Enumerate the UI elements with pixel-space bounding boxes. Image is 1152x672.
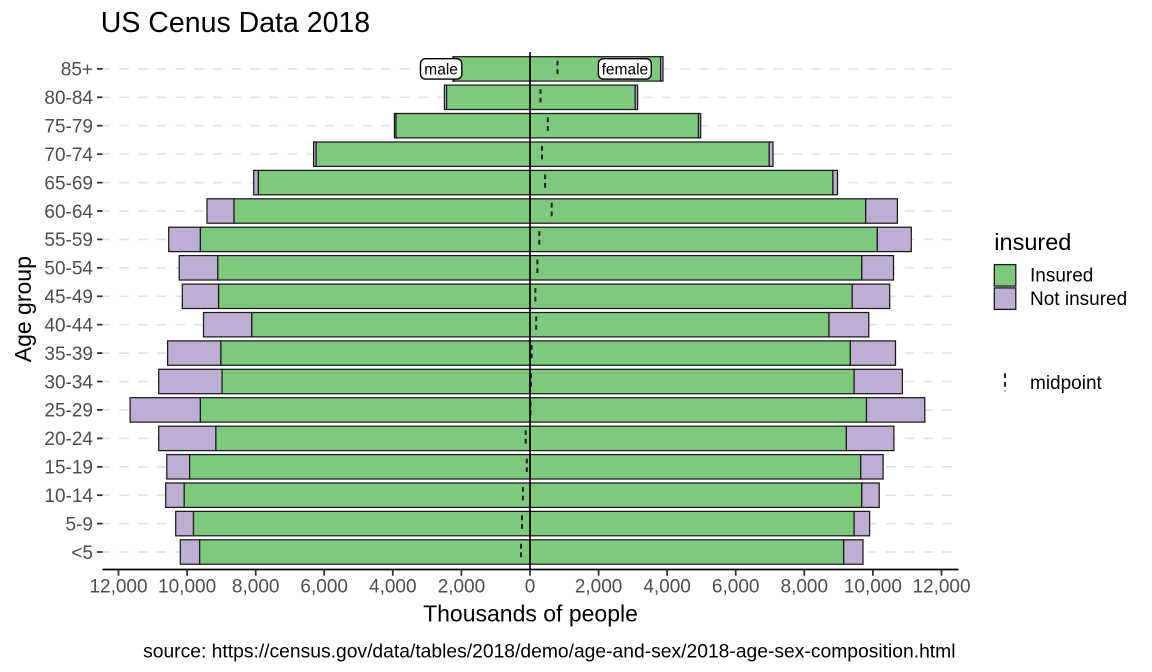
svg-text:50-54: 50-54 <box>44 259 93 280</box>
svg-text:Not insured: Not insured <box>1030 289 1127 310</box>
svg-text:6,000: 6,000 <box>300 577 348 598</box>
svg-text:<5: <5 <box>71 543 93 564</box>
svg-text:40-44: 40-44 <box>44 316 93 337</box>
svg-text:35-39: 35-39 <box>44 344 93 365</box>
svg-text:75-79: 75-79 <box>44 117 93 138</box>
svg-text:Insured: Insured <box>1030 266 1093 287</box>
svg-text:70-74: 70-74 <box>44 145 93 166</box>
svg-text:4,000: 4,000 <box>643 577 691 598</box>
svg-text:4,000: 4,000 <box>369 577 417 598</box>
svg-text:12,000: 12,000 <box>912 577 970 598</box>
svg-text:5-9: 5-9 <box>66 514 93 535</box>
svg-text:0: 0 <box>525 577 536 598</box>
svg-text:30-34: 30-34 <box>44 372 93 393</box>
svg-text:55-59: 55-59 <box>44 230 93 251</box>
svg-text:12,000: 12,000 <box>89 577 147 598</box>
svg-text:60-64: 60-64 <box>44 202 93 223</box>
svg-text:insured: insured <box>994 229 1071 255</box>
svg-text:10-14: 10-14 <box>44 486 93 507</box>
svg-text:2,000: 2,000 <box>575 577 623 598</box>
svg-text:2,000: 2,000 <box>438 577 486 598</box>
svg-text:8,000: 8,000 <box>232 577 280 598</box>
svg-text:midpoint: midpoint <box>1030 373 1103 394</box>
svg-text:15-19: 15-19 <box>44 458 93 479</box>
svg-text:female: female <box>602 61 649 78</box>
svg-text:20-24: 20-24 <box>44 429 93 450</box>
svg-text:25-29: 25-29 <box>44 401 93 422</box>
svg-text:10,000: 10,000 <box>844 577 902 598</box>
svg-text:80-84: 80-84 <box>44 88 93 109</box>
svg-text:Thousands of people: Thousands of people <box>423 601 638 627</box>
svg-text:source: https://census.gov/dat: source: https://census.gov/data/tables/2… <box>143 642 955 663</box>
svg-text:10,000: 10,000 <box>158 577 216 598</box>
svg-text:65-69: 65-69 <box>44 173 93 194</box>
svg-text:45-49: 45-49 <box>44 287 93 308</box>
svg-text:male: male <box>424 61 458 78</box>
svg-text:6,000: 6,000 <box>712 577 760 598</box>
svg-text:Age group: Age group <box>10 256 36 362</box>
svg-text:US Cenus Data 2018: US Cenus Data 2018 <box>101 7 370 39</box>
svg-text:8,000: 8,000 <box>781 577 829 598</box>
svg-text:85+: 85+ <box>61 60 93 81</box>
